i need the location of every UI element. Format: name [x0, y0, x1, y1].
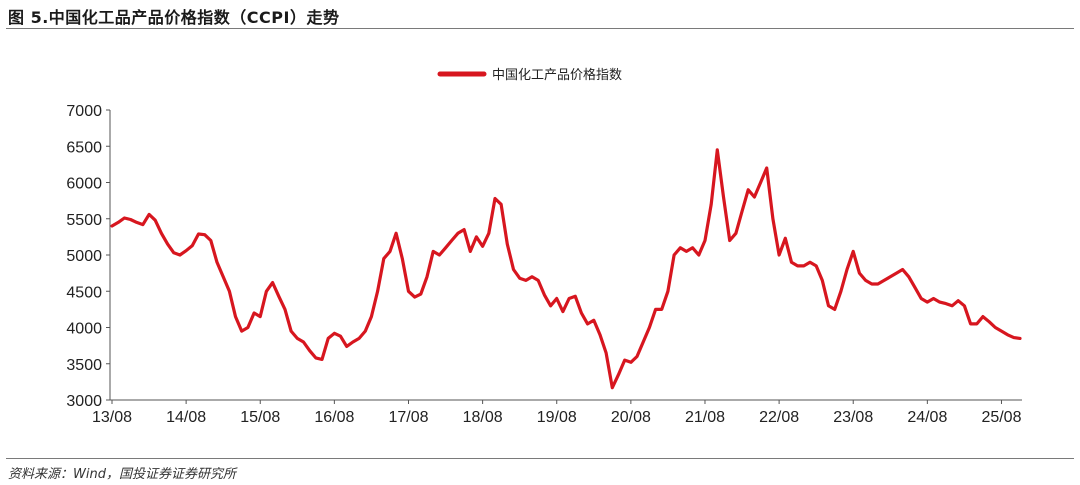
x-tick-label: 16/08 [314, 409, 354, 426]
x-tick-label: 18/08 [463, 409, 503, 426]
y-tick-label: 4000 [66, 321, 102, 338]
x-tick-label: 23/08 [833, 409, 873, 426]
source-note: 资料来源：Wind，国投证券证券研究所 [8, 467, 236, 482]
x-tick-label: 24/08 [907, 409, 947, 426]
y-tick-label: 5500 [66, 212, 102, 229]
legend-label: 中国化工产品价格指数 [492, 67, 622, 83]
ccpi-series-line [110, 148, 1022, 390]
ccpi-line-chart: 中国化工产品价格指数 3000 3500 4000 4500 5000 5500 6000 6… [66, 67, 1022, 426]
x-tick-label: 15/08 [240, 409, 280, 426]
figure-title: 图 5.中国化工品产品价格指数（CCPI）走势 [8, 8, 340, 27]
y-tick-label: 3000 [66, 393, 102, 410]
x-tick-label: 14/08 [166, 409, 206, 426]
x-tick-label: 22/08 [759, 409, 799, 426]
x-tick-label: 13/08 [92, 409, 132, 426]
y-tick-label: 3500 [66, 357, 102, 374]
y-tick-label: 6500 [66, 139, 102, 156]
chart-legend: 中国化工产品价格指数 [437, 67, 622, 83]
x-tick-label: 19/08 [537, 409, 577, 426]
x-tick-label: 20/08 [611, 409, 651, 426]
y-tick-label: 4500 [66, 284, 102, 301]
x-tick-label: 17/08 [388, 409, 428, 426]
chart-axes [109, 110, 1022, 401]
y-tick-label: 6000 [66, 176, 102, 193]
bottom-rule [6, 458, 1074, 459]
x-tick-label: 25/08 [981, 409, 1021, 426]
y-tick-label: 5000 [66, 248, 102, 265]
y-tick-label: 7000 [66, 103, 102, 120]
chart-ticks: 3000 3500 4000 4500 5000 5500 6000 6500 7000 13/0… [66, 103, 1021, 426]
top-rule [6, 28, 1074, 29]
x-tick-label: 21/08 [685, 409, 725, 426]
